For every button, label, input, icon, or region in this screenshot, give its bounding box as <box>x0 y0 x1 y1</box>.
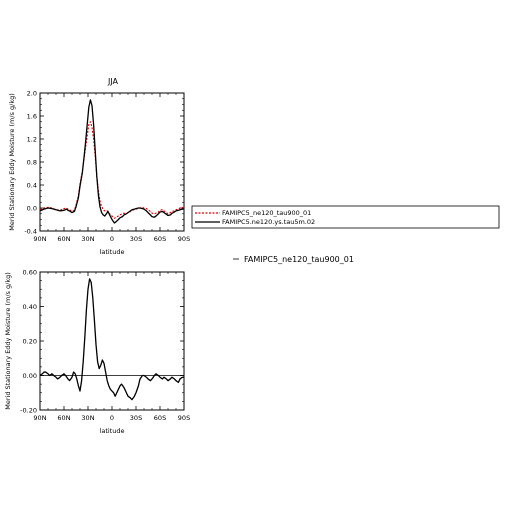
y-tick-label: 0.20 <box>23 338 37 346</box>
series-line-2 <box>39 99 184 224</box>
x-tick-label: 90N <box>33 414 46 422</box>
x-tick-label: 90S <box>178 235 190 243</box>
x-tick-label: 60S <box>154 414 166 422</box>
x-tick-label: 60N <box>57 414 70 422</box>
top-x-axis-label: latitude <box>100 248 125 256</box>
legend: FAMIPC5_ne120_tau900_01 FAMIPC5.ne120.ys… <box>191 205 500 229</box>
y-tick-label: 1.2 <box>27 136 37 144</box>
top-panel: JJA -0.4 0.0 0.4 0.8 1.2 1.6 2.0 90N 60N 30N 0 30S… <box>8 77 190 256</box>
x-tick-label: 30N <box>81 235 94 243</box>
top-x-tick-labels: 90N 60N 30N 0 30S 60S 90S <box>33 235 190 243</box>
bottom-x-tick-labels: 90N 60N 30N 0 30S 60S 90S <box>33 414 190 422</box>
bottom-panel: -0.200.000.200.400.60 90N 60N 30N 0 30S 60S 90… <box>4 269 190 436</box>
x-tick-label: 60N <box>57 235 70 243</box>
top-panel-title: JJA <box>107 77 119 86</box>
bottom-series-lines <box>39 278 184 401</box>
x-tick-label: 90N <box>33 235 46 243</box>
x-tick-label: 30N <box>81 414 94 422</box>
side-label-text: FAMIPC5_ne120_tau900_01 <box>244 255 354 264</box>
top-axis-ticks <box>39 92 185 232</box>
bottom-y-axis-label: Merid Stationary Eddy Moisture (m/s g/kg… <box>4 272 12 410</box>
x-tick-label: 30S <box>130 414 142 422</box>
x-tick-label: 0 <box>110 235 114 243</box>
y-tick-label: 0.00 <box>23 372 37 380</box>
legend-box <box>191 205 500 229</box>
x-tick-label: 60S <box>154 235 166 243</box>
bottom-x-axis-label: latitude <box>100 427 125 435</box>
y-tick-label: -0.20 <box>20 407 37 415</box>
bottom-plot-frame <box>39 271 185 411</box>
bottom-axis-ticks <box>39 271 185 411</box>
legend-entry-1: FAMIPC5_ne120_tau900_01 <box>222 209 311 217</box>
y-tick-label: 0.0 <box>27 205 37 213</box>
top-series-lines <box>39 99 185 224</box>
y-tick-label: 0.40 <box>23 303 37 311</box>
y-tick-label: 2.0 <box>27 90 37 98</box>
side-label: FAMIPC5_ne120_tau900_01 <box>233 255 354 264</box>
y-tick-label: 0.60 <box>23 269 37 277</box>
series-line-1 <box>39 121 185 219</box>
legend-entry-2: FAMIPC5.ne120.ys.tau5m.02 <box>222 218 315 226</box>
x-tick-label: 0 <box>110 414 114 422</box>
bottom-y-tick-labels: -0.20 0.00 0.20 0.40 0.60 <box>20 269 37 415</box>
series-line-1 <box>39 278 184 401</box>
y-tick-label: -0.4 <box>24 228 37 236</box>
top-y-tick-labels: -0.4 0.0 0.4 0.8 1.2 1.6 2.0 <box>24 90 37 236</box>
y-tick-label: 0.8 <box>27 159 37 167</box>
y-tick-label: 1.6 <box>27 113 37 121</box>
x-tick-label: 30S <box>130 235 142 243</box>
top-y-axis-label: Merid Stationary Eddy Moisture (m/s g/kg… <box>8 93 16 231</box>
y-tick-label: 0.4 <box>27 182 37 190</box>
x-tick-label: 90S <box>178 414 190 422</box>
